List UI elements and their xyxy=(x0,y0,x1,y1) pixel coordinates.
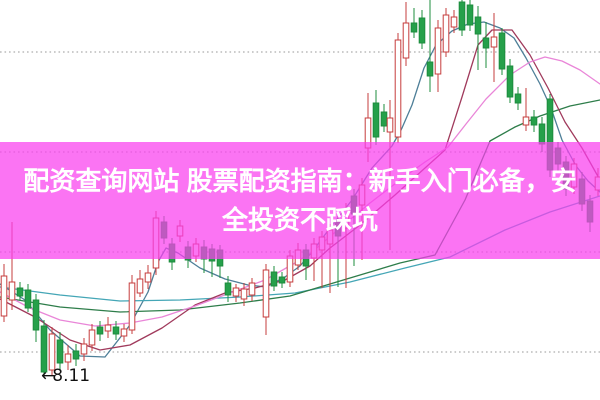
candle-body xyxy=(380,111,388,127)
headline-line-1: 配资查询网站 股票配资指南：新手入门必备，安 xyxy=(23,165,577,196)
left-arrow-icon: ← xyxy=(41,366,55,386)
candle-body xyxy=(232,287,240,297)
candle-body xyxy=(104,324,112,332)
candle-body xyxy=(80,343,88,355)
candle-body xyxy=(8,281,16,301)
low-price-annotation: ←8.11 xyxy=(41,366,90,386)
candle-body xyxy=(402,22,410,59)
candle-body xyxy=(514,93,522,104)
candle-body xyxy=(418,17,426,44)
candle-body xyxy=(40,325,48,373)
candle-body xyxy=(24,289,32,309)
candle-body xyxy=(0,275,8,317)
candle-body xyxy=(466,4,474,26)
candle-body xyxy=(96,326,104,335)
candle-body xyxy=(278,276,286,284)
headline-banner: 配资查询网站 股票配资指南：新手入门必备，安 全投资不踩坑 xyxy=(0,142,600,259)
candle-body xyxy=(120,328,128,337)
candle-body xyxy=(32,299,40,331)
candle-body xyxy=(506,65,514,98)
candle-body xyxy=(434,27,442,75)
candle-body xyxy=(72,350,80,360)
candle-body xyxy=(248,282,256,296)
candle-body xyxy=(64,353,72,363)
candle-body xyxy=(16,287,24,297)
candle-body xyxy=(240,288,248,300)
candle-body xyxy=(136,278,144,294)
candle-body xyxy=(128,282,136,331)
candle-body xyxy=(410,22,418,33)
candle-body xyxy=(372,102,380,138)
candle-body xyxy=(286,255,294,283)
candle-body xyxy=(450,16,458,28)
candle-body xyxy=(224,282,232,296)
candle-body xyxy=(48,333,56,371)
headline-line-2: 全投资不踩坑 xyxy=(221,204,378,235)
candle-body xyxy=(426,61,434,77)
candle-body xyxy=(262,269,270,318)
low-price-label: 8.11 xyxy=(52,366,91,386)
candle-body xyxy=(490,36,498,48)
candle-body xyxy=(458,1,466,31)
candle-body xyxy=(522,116,530,126)
candle-body xyxy=(530,116,538,126)
candle-body xyxy=(112,326,120,335)
candle-body xyxy=(442,14,450,53)
candle-body xyxy=(394,39,402,138)
candle-body xyxy=(144,272,152,283)
candle-body xyxy=(270,271,278,287)
candle-body xyxy=(88,329,96,346)
candle-body xyxy=(56,339,64,364)
candle-body xyxy=(498,32,506,70)
candle-body xyxy=(386,117,394,133)
candle-body xyxy=(482,37,490,49)
candle-body xyxy=(538,123,546,145)
candle-body xyxy=(474,16,482,35)
